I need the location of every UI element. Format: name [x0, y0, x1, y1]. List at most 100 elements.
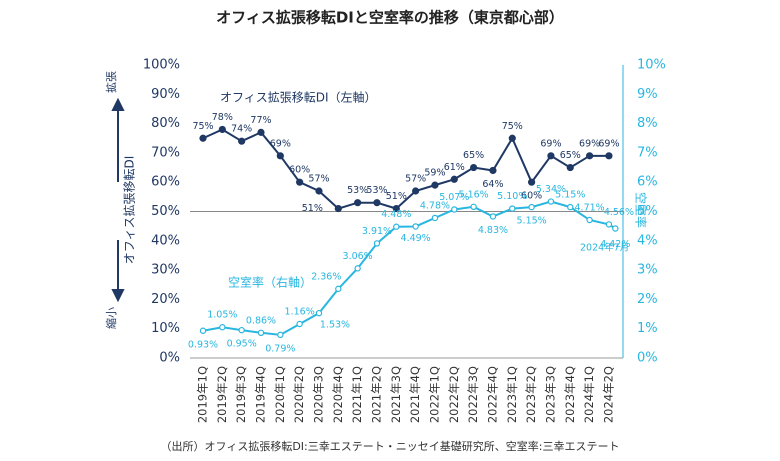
- data-label: 75%: [192, 121, 213, 132]
- x-tick-label: 2021年2Q: [369, 366, 383, 423]
- x-tick-label: 2019年1Q: [196, 366, 210, 423]
- data-label: 5.16%: [459, 189, 489, 200]
- y-tick-label: 20%: [151, 292, 180, 307]
- data-point: [412, 223, 419, 230]
- y-tick-label: 30%: [151, 263, 180, 278]
- y2-tick-label: 5%: [637, 204, 658, 219]
- x-tick-label: 2023年2Q: [524, 366, 538, 423]
- x-tick-label: 2019年4Q: [253, 366, 267, 423]
- data-point: [276, 152, 284, 160]
- data-point: [334, 204, 342, 213]
- data-point: [219, 324, 226, 331]
- data-point: [354, 265, 361, 272]
- data-point: [218, 125, 226, 134]
- y2-tick-label: 6%: [637, 175, 658, 190]
- y2-tick-label: 3%: [637, 263, 658, 278]
- y2-tick-label: 10%: [637, 58, 666, 73]
- data-point: [373, 199, 381, 207]
- x-tick-label: 2021年1Q: [350, 366, 364, 423]
- x-tick-label: 2022年4Q: [485, 366, 499, 423]
- y-tick-label: 0%: [159, 351, 180, 366]
- y2-tick-label: 8%: [637, 116, 658, 131]
- data-point: [586, 216, 593, 224]
- data-label: 65%: [560, 150, 581, 161]
- data-label: 0.86%: [246, 315, 276, 326]
- y-tick-label: 90%: [151, 87, 180, 102]
- data-label: 4.42%: [600, 239, 630, 250]
- data-label: 57%: [405, 173, 426, 184]
- data-label: 0.93%: [188, 339, 218, 350]
- data-label: 4.83%: [478, 225, 508, 236]
- data-point: [605, 221, 613, 228]
- x-tick-label: 2023年4Q: [563, 366, 577, 423]
- data-label: 0.79%: [265, 343, 295, 354]
- data-point: [508, 134, 516, 142]
- data-label: 53%: [366, 185, 387, 196]
- data-label: 61%: [444, 162, 465, 173]
- y2-tick-label: 2%: [637, 292, 658, 307]
- data-point: [335, 285, 342, 293]
- series-line: [202, 128, 609, 210]
- data-label: 4.78%: [420, 200, 450, 211]
- y2-tick-label: 1%: [637, 321, 658, 336]
- data-label: 51%: [386, 191, 407, 202]
- y2-tick-label: 0%: [637, 351, 658, 366]
- data-point: [412, 187, 420, 195]
- x-tick-label: 2021年4Q: [408, 366, 422, 423]
- data-point: [566, 163, 574, 172]
- series-label: 空室率（右軸）: [228, 275, 312, 290]
- data-point: [257, 329, 265, 337]
- data-point: [296, 320, 303, 328]
- x-tick-label: 2022年2Q: [447, 366, 461, 423]
- x-tick-label: 2021年3Q: [389, 366, 403, 423]
- data-label: 3.91%: [362, 226, 392, 237]
- data-point: [451, 206, 458, 213]
- expand-label: 拡張: [104, 71, 118, 93]
- data-point: [470, 203, 477, 211]
- data-point: [528, 178, 536, 186]
- data-point: [373, 240, 381, 247]
- y2-tick-label: 4%: [637, 233, 658, 248]
- data-point: [547, 198, 555, 205]
- y-tick-label: 60%: [151, 175, 180, 190]
- y2-tick-label: 7%: [637, 145, 658, 160]
- data-point: [585, 152, 594, 160]
- data-point: [450, 175, 458, 183]
- data-point: [470, 163, 478, 172]
- x-tick-label: 2020年1Q: [273, 366, 287, 423]
- y-axis-title: オフィス拡張移転DI: [123, 156, 137, 265]
- data-point: [509, 205, 516, 212]
- x-tick-label: 2020年3Q: [311, 366, 325, 423]
- data-label: 5.34%: [536, 184, 566, 195]
- data-label: 5.10%: [497, 191, 527, 202]
- x-tick-label: 2022年3Q: [466, 366, 480, 423]
- data-label: 4.49%: [401, 233, 431, 244]
- data-point: [296, 178, 304, 186]
- x-tick-label: 2023年3Q: [543, 366, 557, 423]
- y-tick-label: 80%: [151, 116, 180, 131]
- data-label: 75%: [502, 121, 523, 132]
- annotation: 2024年7月: [580, 242, 629, 254]
- data-label: 4.56%: [604, 207, 634, 218]
- source-note: （出所）オフィス拡張移転DI:三幸エステート・ニッセイ基礎研究所、空室率:三幸エ…: [161, 439, 620, 453]
- data-label: 4.48%: [381, 209, 411, 220]
- data-point: [612, 225, 619, 232]
- data-point: [199, 327, 207, 334]
- data-label: 53%: [347, 185, 368, 196]
- data-label: 59%: [424, 168, 445, 179]
- data-label: 3.06%: [343, 251, 373, 262]
- data-label: 1.53%: [320, 320, 350, 331]
- x-tick-label: 2024年2Q: [601, 366, 615, 423]
- data-label: 2.36%: [311, 271, 341, 282]
- data-label: 78%: [212, 112, 233, 123]
- data-point: [431, 181, 439, 189]
- data-point: [605, 152, 613, 160]
- y2-tick-label: 9%: [637, 87, 658, 102]
- data-label: 74%: [231, 124, 252, 135]
- data-label: 1.16%: [285, 307, 315, 318]
- data-point: [315, 309, 323, 317]
- data-point: [354, 199, 362, 207]
- data-point: [238, 326, 245, 334]
- y-tick-label: 10%: [151, 321, 180, 336]
